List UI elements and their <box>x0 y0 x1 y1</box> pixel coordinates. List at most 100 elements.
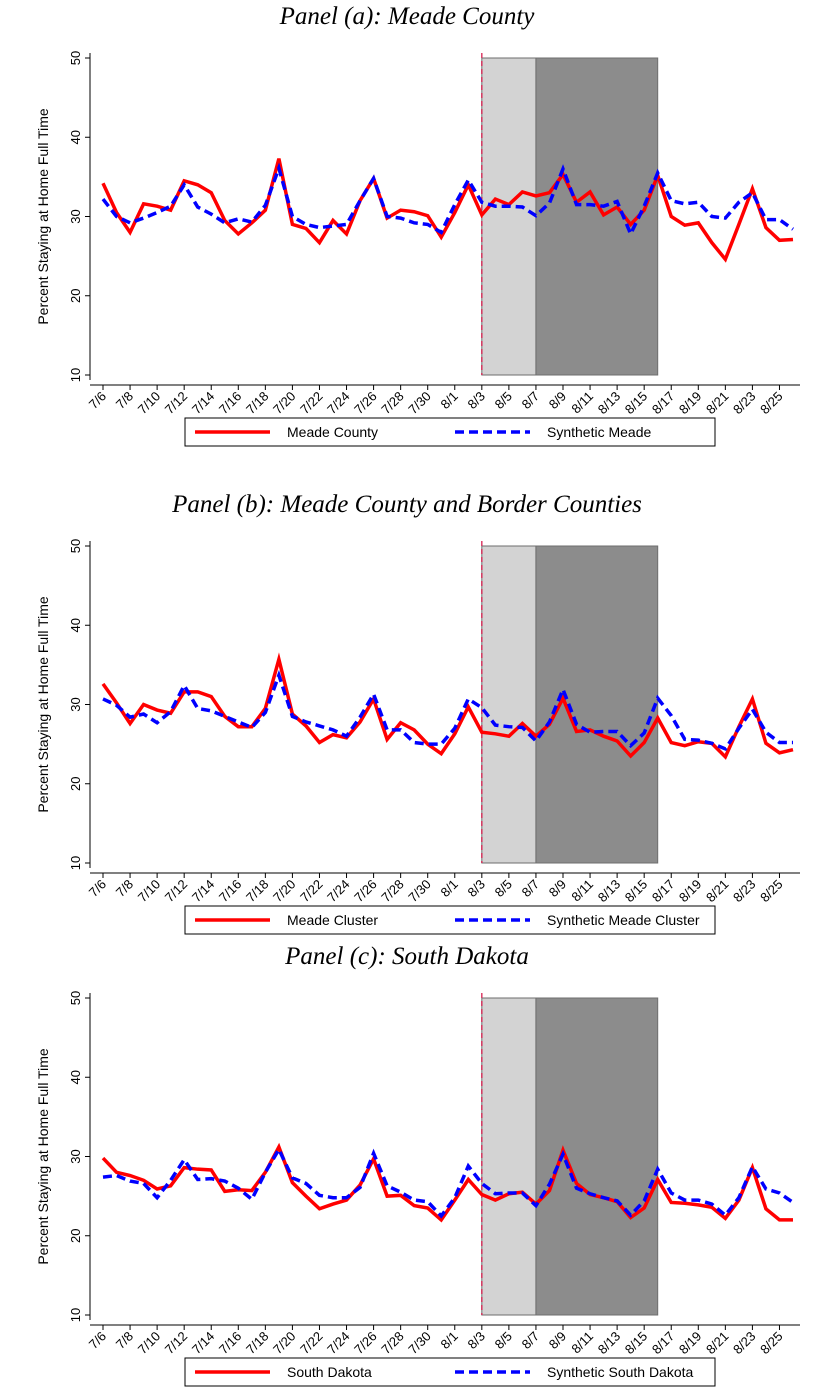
x-tick-label: 7/10 <box>135 389 164 418</box>
x-tick-label: 7/16 <box>216 389 245 418</box>
x-tick-label: 8/7 <box>519 389 542 412</box>
chart-title: Panel (b): Meade County and Border Count… <box>171 491 642 518</box>
x-tick-label: 7/18 <box>243 389 272 418</box>
y-axis-label: Percent Staying at Home Full Time <box>35 108 51 325</box>
y-tick-label: 10 <box>68 368 83 382</box>
panel: Panel (b): Meade County and Border Count… <box>35 491 800 935</box>
x-tick-label: 8/13 <box>595 877 624 906</box>
x-tick-label: 8/13 <box>595 389 624 418</box>
x-tick-label: 8/5 <box>492 1329 515 1352</box>
x-tick-label: 8/17 <box>649 877 678 906</box>
x-tick-label: 7/20 <box>270 389 299 418</box>
legend-box <box>184 417 716 447</box>
x-tick-label: 7/28 <box>378 877 407 906</box>
legend-label: Meade Cluster <box>287 912 378 928</box>
x-tick-label: 7/26 <box>351 877 380 906</box>
legend-label: Synthetic South Dakota <box>547 1364 694 1380</box>
x-tick-label: 8/19 <box>676 389 705 418</box>
legend-box <box>184 1357 716 1387</box>
x-tick-label: 7/16 <box>216 1329 245 1358</box>
x-tick-label: 8/23 <box>730 1329 759 1358</box>
series-line <box>102 1145 795 1219</box>
x-tick-label: 8/1 <box>437 877 460 900</box>
x-tick-label: 8/9 <box>546 1329 569 1352</box>
chart-title: Panel (a): Meade County <box>279 3 536 30</box>
x-tick-label: 7/6 <box>86 877 109 900</box>
x-tick-label: 8/17 <box>649 1329 678 1358</box>
x-tick-label: 7/8 <box>113 389 136 412</box>
x-tick-label: 7/12 <box>162 877 191 906</box>
x-tick-label: 8/19 <box>676 1329 705 1358</box>
x-tick-label: 8/21 <box>703 877 732 906</box>
x-tick-label: 8/23 <box>730 389 759 418</box>
x-tick-label: 7/14 <box>189 389 218 418</box>
x-tick-label: 7/28 <box>378 389 407 418</box>
x-tick-label: 7/6 <box>86 1329 109 1352</box>
x-tick-label: 7/8 <box>113 877 136 900</box>
y-tick-label: 50 <box>68 51 83 65</box>
x-tick-label: 8/9 <box>546 877 569 900</box>
series-line <box>101 162 795 239</box>
legend-box <box>184 905 716 935</box>
series-line <box>101 158 794 263</box>
y-tick-label: 20 <box>68 1229 83 1243</box>
chart-title: Panel (c): South Dakota <box>284 943 529 970</box>
shaded-period <box>535 997 659 1316</box>
x-tick-label: 8/3 <box>465 1329 488 1352</box>
x-tick-label: 8/9 <box>546 389 569 412</box>
x-tick-label: 7/30 <box>405 877 434 906</box>
x-tick-label: 8/1 <box>437 1329 460 1352</box>
y-tick-label: 40 <box>68 130 83 144</box>
x-tick-label: 7/10 <box>135 877 164 906</box>
x-tick-label: 7/10 <box>135 1329 164 1358</box>
y-axis-label: Percent Staying at Home Full Time <box>35 596 51 813</box>
legend-label: Synthetic Meade Cluster <box>547 912 700 928</box>
y-tick-label: 30 <box>68 209 83 223</box>
series-line <box>102 669 793 752</box>
x-tick-label: 8/3 <box>465 389 488 412</box>
x-tick-label: 8/19 <box>676 877 705 906</box>
legend-label: Meade County <box>287 424 378 440</box>
x-tick-label: 7/24 <box>324 389 353 418</box>
x-tick-label: 8/25 <box>757 389 786 418</box>
x-tick-label: 7/22 <box>297 1329 326 1358</box>
y-tick-label: 10 <box>68 856 83 870</box>
x-tick-label: 8/15 <box>622 1329 651 1358</box>
x-tick-label: 7/14 <box>189 877 218 906</box>
y-tick-label: 20 <box>68 777 83 791</box>
x-tick-label: 8/11 <box>568 389 596 417</box>
shaded-period <box>481 997 537 1316</box>
x-tick-label: 7/20 <box>270 1329 299 1358</box>
x-tick-label: 7/6 <box>86 389 109 412</box>
x-tick-label: 8/7 <box>519 877 542 900</box>
y-tick-label: 50 <box>68 991 83 1005</box>
shaded-period <box>535 545 659 864</box>
x-tick-label: 8/7 <box>519 1329 542 1352</box>
y-tick-label: 30 <box>68 697 83 711</box>
x-tick-label: 7/8 <box>113 1329 136 1352</box>
x-tick-label: 7/14 <box>189 1329 218 1358</box>
x-tick-label: 8/25 <box>757 1329 786 1358</box>
x-tick-label: 7/18 <box>243 1329 272 1358</box>
x-tick-label: 8/3 <box>465 877 488 900</box>
x-tick-label: 8/15 <box>622 389 651 418</box>
x-tick-label: 8/25 <box>757 877 786 906</box>
x-tick-label: 7/30 <box>405 1329 434 1358</box>
legend-label: South Dakota <box>287 1364 372 1380</box>
y-axis-label: Percent Staying at Home Full Time <box>35 1048 51 1265</box>
x-tick-label: 7/24 <box>324 877 353 906</box>
x-tick-label: 7/24 <box>324 1329 353 1358</box>
panel: Panel (a): Meade County 10 20 30 40 50 Percent… <box>35 3 800 447</box>
y-tick-label: 50 <box>68 539 83 553</box>
x-tick-label: 8/11 <box>568 877 596 905</box>
x-tick-label: 8/17 <box>649 389 678 418</box>
y-tick-label: 20 <box>68 289 83 303</box>
x-tick-label: 7/26 <box>351 389 380 418</box>
y-tick-label: 40 <box>68 1070 83 1084</box>
series-line <box>101 1142 793 1223</box>
x-tick-label: 7/18 <box>243 877 272 906</box>
x-tick-label: 8/5 <box>492 389 515 412</box>
x-tick-label: 8/15 <box>622 877 651 906</box>
